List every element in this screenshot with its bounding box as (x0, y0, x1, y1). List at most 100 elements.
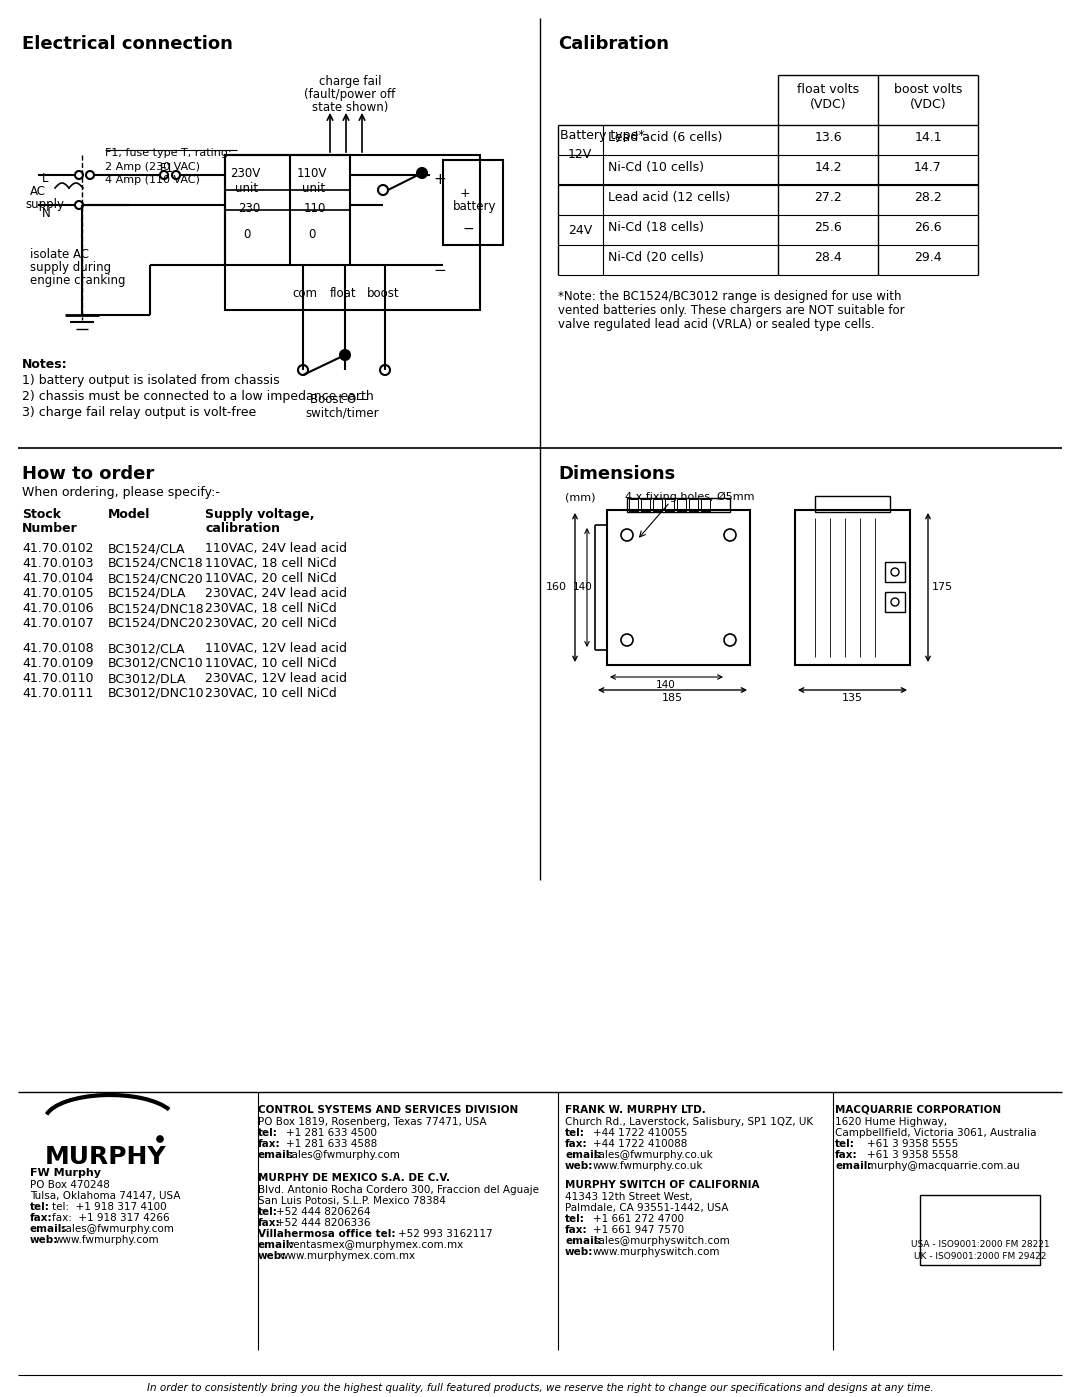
Text: BC1524/CNC20: BC1524/CNC20 (108, 571, 204, 585)
Text: 230VAC, 10 cell NiCd: 230VAC, 10 cell NiCd (205, 687, 337, 700)
Text: sales@fwmurphy.com: sales@fwmurphy.com (60, 1224, 174, 1234)
Text: web:: web: (258, 1250, 286, 1261)
Text: FW Murphy: FW Murphy (30, 1168, 102, 1178)
Text: 41343 12th Street West,: 41343 12th Street West, (565, 1192, 692, 1201)
Text: BC1524/DNC18: BC1524/DNC18 (108, 602, 204, 615)
Text: 230VAC, 18 cell NiCd: 230VAC, 18 cell NiCd (205, 602, 337, 615)
Text: 230: 230 (238, 203, 260, 215)
Text: Ni-Cd (20 cells): Ni-Cd (20 cells) (608, 251, 704, 264)
Text: L: L (42, 172, 49, 184)
Text: float volts: float volts (797, 82, 859, 96)
Text: +: + (460, 187, 471, 200)
Text: BC3012/CLA: BC3012/CLA (108, 643, 186, 655)
Text: BC1524/CNC18: BC1524/CNC18 (108, 557, 204, 570)
Text: Dimensions: Dimensions (558, 465, 675, 483)
Text: ventasmex@murphymex.com.mx: ventasmex@murphymex.com.mx (288, 1241, 464, 1250)
Text: 41.70.0103: 41.70.0103 (22, 557, 94, 570)
Text: engine cranking: engine cranking (30, 274, 125, 286)
Text: +1 661 947 7570: +1 661 947 7570 (593, 1225, 684, 1235)
Text: 110VAC, 20 cell NiCd: 110VAC, 20 cell NiCd (205, 571, 337, 585)
Text: email:: email: (258, 1150, 295, 1160)
Text: (VDC): (VDC) (909, 98, 946, 110)
Text: MACQUARRIE CORPORATION: MACQUARRIE CORPORATION (835, 1105, 1001, 1115)
Text: −: − (433, 263, 446, 278)
Text: 25.6: 25.6 (814, 221, 842, 235)
Text: 41.70.0106: 41.70.0106 (22, 602, 94, 615)
Text: 13.6: 13.6 (814, 131, 841, 144)
Text: San Luis Potosi, S.L.P. Mexico 78384: San Luis Potosi, S.L.P. Mexico 78384 (258, 1196, 446, 1206)
Text: +1 661 272 4700: +1 661 272 4700 (593, 1214, 684, 1224)
Text: +52 444 8206336: +52 444 8206336 (276, 1218, 370, 1228)
Text: 26.6: 26.6 (914, 221, 942, 235)
Bar (629, 499, 638, 511)
Text: 0: 0 (243, 228, 251, 242)
Text: MURPHY: MURPHY (45, 1146, 166, 1169)
Text: 110VAC, 12V lead acid: 110VAC, 12V lead acid (205, 643, 347, 655)
Text: BC3012/DLA: BC3012/DLA (108, 672, 187, 685)
Bar (607, 510, 750, 665)
Text: +1 281 633 4588: +1 281 633 4588 (286, 1139, 377, 1148)
Text: tel:: tel: (30, 1201, 50, 1213)
Text: web:: web: (565, 1161, 593, 1171)
Text: F1: F1 (160, 162, 174, 175)
Text: Notes:: Notes: (22, 358, 68, 372)
Text: Lead acid (6 cells): Lead acid (6 cells) (608, 131, 723, 144)
Text: +44 1722 410055: +44 1722 410055 (593, 1127, 687, 1139)
Text: In order to consistently bring you the highest quality, full featured products, : In order to consistently bring you the h… (147, 1383, 933, 1393)
Text: www.murphyswitch.com: www.murphyswitch.com (593, 1248, 720, 1257)
Text: +44 1722 410088: +44 1722 410088 (593, 1139, 687, 1148)
Text: fax:: fax: (30, 1213, 53, 1222)
Text: 3) charge fail relay output is volt-free: 3) charge fail relay output is volt-free (22, 407, 256, 419)
Text: CONTROL SYSTEMS AND SERVICES DIVISION: CONTROL SYSTEMS AND SERVICES DIVISION (258, 1105, 518, 1115)
Text: tel:: tel: (835, 1139, 855, 1148)
Text: battery: battery (453, 200, 497, 212)
Text: F1, fuse type T, rating:: F1, fuse type T, rating: (105, 148, 231, 158)
Text: fax:: fax: (258, 1218, 281, 1228)
Text: murphy@macquarrie.com.au: murphy@macquarrie.com.au (867, 1161, 1020, 1171)
Bar (443, 161, 503, 244)
Circle shape (340, 351, 350, 360)
Circle shape (157, 1136, 163, 1141)
Text: web:: web: (565, 1248, 593, 1257)
Text: tel:: tel: (565, 1127, 585, 1139)
Text: 185: 185 (661, 693, 683, 703)
Text: www.murphymex.com.mx: www.murphymex.com.mx (280, 1250, 416, 1261)
Text: email:: email: (30, 1224, 67, 1234)
Text: Blvd. Antonio Rocha Cordero 300, Fraccion del Aguaje: Blvd. Antonio Rocha Cordero 300, Fraccio… (258, 1185, 539, 1194)
Text: 14.7: 14.7 (914, 161, 942, 175)
Text: 28.4: 28.4 (814, 251, 842, 264)
Text: USA - ISO9001:2000 FM 28221: USA - ISO9001:2000 FM 28221 (910, 1241, 1050, 1249)
Text: How to order: How to order (22, 465, 154, 483)
Text: sales@fwmurphy.com: sales@fwmurphy.com (286, 1150, 400, 1160)
Text: BC3012/DNC10: BC3012/DNC10 (108, 687, 204, 700)
Text: Stock: Stock (22, 509, 60, 521)
Text: +52 993 3162117: +52 993 3162117 (399, 1229, 492, 1239)
Bar (885, 562, 905, 583)
Bar (665, 499, 674, 511)
Text: tel:  +1 918 317 4100: tel: +1 918 317 4100 (52, 1201, 166, 1213)
Text: com: com (292, 286, 318, 300)
Text: Villahermosa office tel:: Villahermosa office tel: (258, 1229, 395, 1239)
Text: fax:  +1 918 317 4266: fax: +1 918 317 4266 (52, 1213, 170, 1222)
Text: 41.70.0109: 41.70.0109 (22, 657, 94, 671)
Text: boost volts: boost volts (894, 82, 962, 96)
Text: 230VAC, 24V lead acid: 230VAC, 24V lead acid (205, 587, 347, 599)
Text: email:: email: (565, 1236, 602, 1246)
Text: state shown): state shown) (312, 101, 388, 115)
Text: PO Box 1819, Rosenberg, Texas 77471, USA: PO Box 1819, Rosenberg, Texas 77471, USA (258, 1118, 487, 1127)
Bar (689, 499, 698, 511)
Text: 28.2: 28.2 (914, 191, 942, 204)
Text: 41.70.0110: 41.70.0110 (22, 672, 94, 685)
Text: Ni-Cd (10 cells): Ni-Cd (10 cells) (608, 161, 704, 175)
Text: Campbellfield, Victoria 3061, Australia: Campbellfield, Victoria 3061, Australia (835, 1127, 1037, 1139)
Text: boost: boost (367, 286, 400, 300)
Text: +61 3 9358 5558: +61 3 9358 5558 (867, 1150, 958, 1160)
Text: Tulsa, Oklahoma 74147, USA: Tulsa, Oklahoma 74147, USA (30, 1192, 180, 1201)
Text: 2) chassis must be connected to a low impedance earth: 2) chassis must be connected to a low im… (22, 390, 374, 402)
Text: 29.4: 29.4 (914, 251, 942, 264)
Text: 41.70.0105: 41.70.0105 (22, 587, 94, 599)
Text: 14.1: 14.1 (914, 131, 942, 144)
Text: sales@fwmurphy.co.uk: sales@fwmurphy.co.uk (593, 1150, 713, 1160)
Text: 1) battery output is isolated from chassis: 1) battery output is isolated from chass… (22, 374, 280, 387)
Text: +52 444 8206264: +52 444 8206264 (276, 1207, 370, 1217)
